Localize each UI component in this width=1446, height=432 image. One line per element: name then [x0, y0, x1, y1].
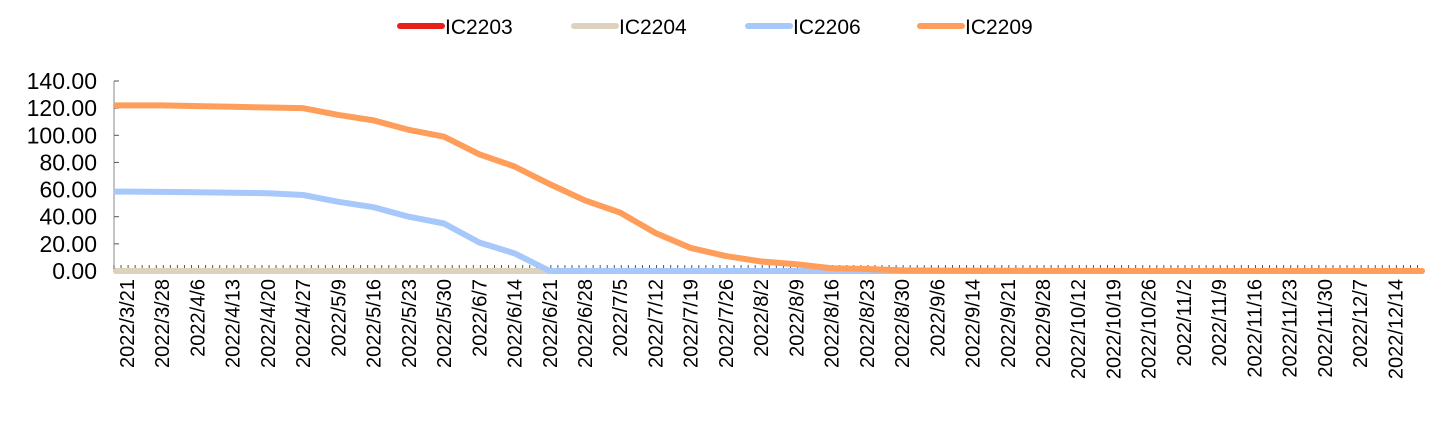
x-tick-label: 2022/4/13	[223, 279, 245, 368]
x-tick-label: 2022/8/30	[892, 279, 914, 368]
y-tick-label: 20.00	[39, 231, 97, 257]
y-tick-label: 140.00	[27, 68, 97, 94]
series-line-ic2206	[113, 188, 1425, 274]
x-tick-label: 2022/5/16	[364, 279, 386, 368]
x-tick-label: 2022/8/23	[857, 279, 879, 368]
y-tick-label: 0.00	[52, 258, 97, 284]
legend-label-ic2204: IC2204	[619, 16, 687, 39]
x-tick-label: 2022/8/16	[822, 279, 844, 368]
x-tick-label: 2022/4/27	[293, 279, 315, 368]
y-tick-label: 40.00	[39, 204, 97, 230]
x-tick-label: 2022/7/5	[610, 279, 632, 357]
x-tick-label: 2022/12/7	[1350, 279, 1372, 368]
x-tick-label: 2022/7/12	[645, 279, 667, 368]
x-tick-label: 2022/4/20	[258, 279, 280, 368]
y-tick-label: 120.00	[27, 95, 97, 121]
x-tick-label: 2022/9/28	[1033, 279, 1055, 368]
x-axis: 2022/3/21 2022/3/28 2022/4/6 2022/4/13 2022/…	[113, 265, 1422, 379]
x-tick-label: 2022/5/30	[434, 279, 456, 368]
x-tick-label: 2022/11/2	[1174, 279, 1196, 367]
x-tick-label: 2022/7/19	[681, 279, 703, 368]
x-tick-label: 2022/8/9	[786, 279, 808, 357]
x-tick-label: 2022/9/14	[963, 279, 985, 368]
x-tick-label: 2022/3/28	[152, 279, 174, 368]
x-tick-label: 2022/4/6	[187, 279, 209, 357]
x-tick-label: 2022/11/23	[1280, 279, 1302, 378]
x-tick-label: 2022/11/30	[1315, 279, 1337, 378]
x-tick-label: 2022/3/21	[117, 279, 139, 368]
legend-label-ic2206: IC2206	[793, 16, 861, 39]
x-tick-label: 2022/12/14	[1385, 279, 1407, 379]
y-tick-label: 60.00	[39, 177, 97, 203]
x-tick-label: 2022/10/26	[1139, 279, 1161, 379]
legend-label-ic2209: IC2209	[965, 16, 1033, 39]
y-tick-label: 100.00	[27, 122, 97, 148]
x-tick-label: 2022/11/16	[1244, 279, 1266, 378]
x-tick-label: 2022/8/2	[751, 279, 773, 357]
x-tick-label: 2022/10/19	[1103, 279, 1125, 379]
y-tick-label: 80.00	[39, 149, 97, 175]
x-tick-label: 2022/6/14	[505, 279, 527, 368]
x-tick-label: 2022/10/12	[1068, 279, 1090, 379]
x-tick-label: 2022/6/7	[469, 279, 491, 357]
x-tick-label: 2022/5/9	[328, 279, 350, 357]
x-tick-label: 2022/5/23	[399, 279, 421, 368]
y-axis: 0.0020.0040.0060.0080.00100.00120.00140.…	[27, 68, 119, 284]
series-line-ic2209	[113, 102, 1425, 274]
x-tick-label: 2022/11/9	[1209, 279, 1231, 367]
x-tick-label: 2022/6/21	[540, 279, 562, 368]
x-tick-label: 2022/7/26	[716, 279, 738, 368]
x-tick-label: 2022/9/21	[998, 279, 1020, 368]
legend-label-ic2203: IC2203	[445, 16, 513, 39]
legend: IC2203 IC2204 IC2206 IC2209	[397, 16, 1033, 39]
series-lines	[113, 102, 1425, 274]
x-tick-label: 2022/6/28	[575, 279, 597, 368]
x-tick-label: 2022/9/6	[927, 279, 949, 357]
